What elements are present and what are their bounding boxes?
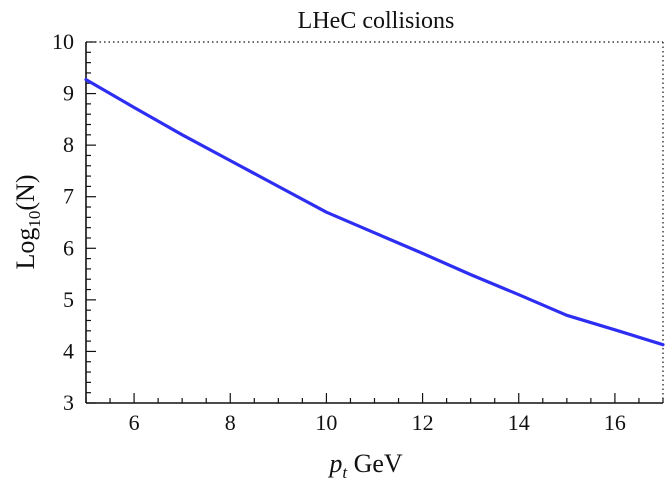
y-tick-label: 7 xyxy=(63,184,74,209)
x-label-subscript: t xyxy=(342,463,348,482)
chart-title: LHeC collisions xyxy=(298,8,455,34)
y-label-argument: (N) xyxy=(11,175,40,211)
y-axis-label: Log10(N) xyxy=(11,175,44,270)
x-tick-label: 6 xyxy=(129,410,140,435)
y-tick-label: 8 xyxy=(63,132,74,157)
y-tick-label: 6 xyxy=(63,235,74,260)
y-axis-ticks: 3 4 5 6 7 8 9 10 xyxy=(52,29,96,415)
y-label-subscript: 10 xyxy=(25,211,44,228)
series-layer xyxy=(84,77,665,347)
x-tick-label: 16 xyxy=(604,410,626,435)
x-label-unit: GeV xyxy=(347,449,403,478)
x-tick-label: 10 xyxy=(315,410,337,435)
y-tick-label: 5 xyxy=(63,287,74,312)
x-tick-label: 12 xyxy=(412,410,434,435)
x-axis-ticks: 6 8 10 12 14 16 xyxy=(85,393,664,435)
x-axis-label: pt GeV xyxy=(327,449,403,482)
y-label-base: Log xyxy=(11,228,40,270)
plot-frame xyxy=(85,41,664,404)
x-tick-label: 8 xyxy=(225,410,236,435)
y-tick-label: 4 xyxy=(63,338,74,363)
y-tick-label: 3 xyxy=(63,390,74,415)
y-tick-label: 9 xyxy=(63,81,74,106)
series-line xyxy=(84,77,665,347)
x-label-variable: p xyxy=(327,449,342,478)
y-tick-label: 10 xyxy=(52,29,74,54)
x-tick-label: 14 xyxy=(508,410,530,435)
